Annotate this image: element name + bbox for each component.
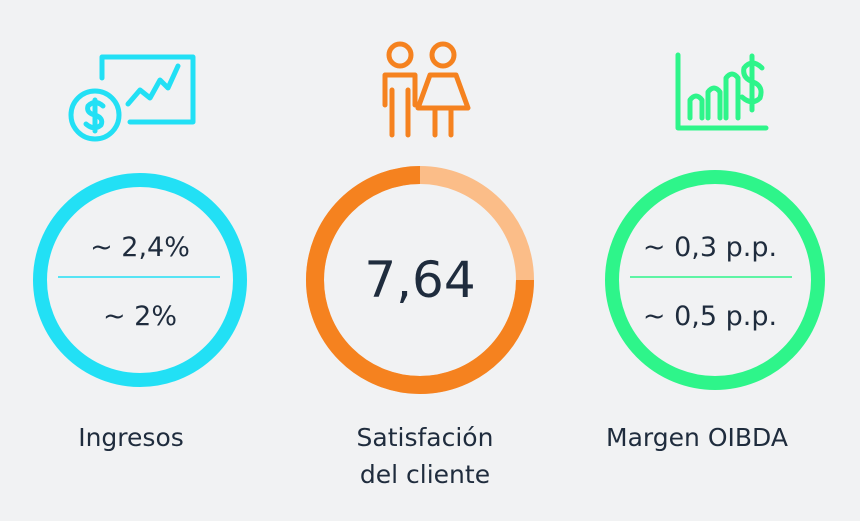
score-ring-arc	[306, 166, 534, 394]
value-text: ~ 0,3 p.p.	[643, 232, 777, 263]
panel-label: Margen OIBDA	[606, 423, 788, 452]
panel-label: del cliente	[360, 460, 490, 489]
revenue-icon	[68, 54, 196, 142]
value-text: ~ 2%	[103, 301, 177, 332]
margin-icon	[675, 52, 769, 131]
score-text: 7,64	[364, 251, 475, 309]
revenue-ring	[33, 173, 247, 387]
margin-ring	[605, 170, 825, 390]
value-text: ~ 2,4%	[90, 232, 190, 263]
people-icon	[382, 41, 471, 138]
panel-label: Ingresos	[78, 423, 184, 452]
value-text: ~ 0,5 p.p.	[643, 301, 777, 332]
panel-label: Satisfación	[357, 423, 494, 452]
